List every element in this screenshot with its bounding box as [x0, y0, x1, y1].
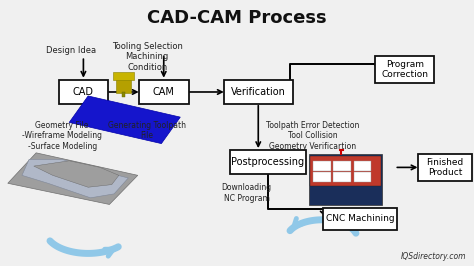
FancyBboxPatch shape	[310, 154, 382, 205]
FancyBboxPatch shape	[313, 160, 330, 171]
Text: CNC Machining: CNC Machining	[326, 214, 394, 223]
Text: Postprocessing: Postprocessing	[231, 157, 304, 167]
Text: Finished
Product: Finished Product	[426, 158, 464, 177]
Text: IQSdirectory.com: IQSdirectory.com	[401, 252, 466, 261]
FancyBboxPatch shape	[354, 172, 371, 182]
Text: CAD-CAM Process: CAD-CAM Process	[147, 9, 327, 27]
FancyBboxPatch shape	[230, 150, 306, 174]
FancyBboxPatch shape	[139, 80, 189, 104]
FancyBboxPatch shape	[375, 56, 434, 83]
Polygon shape	[113, 72, 134, 80]
Text: Downloading
NC Program: Downloading NC Program	[221, 183, 272, 203]
FancyBboxPatch shape	[323, 208, 397, 230]
FancyBboxPatch shape	[333, 172, 351, 182]
Text: Generating Toolpath
File: Generating Toolpath File	[108, 121, 186, 140]
FancyBboxPatch shape	[354, 160, 371, 171]
FancyBboxPatch shape	[59, 80, 108, 104]
FancyBboxPatch shape	[333, 160, 351, 171]
Polygon shape	[122, 92, 125, 97]
Polygon shape	[69, 96, 180, 144]
FancyBboxPatch shape	[224, 80, 292, 104]
FancyBboxPatch shape	[313, 172, 330, 182]
Text: CAD: CAD	[73, 87, 94, 97]
Text: Geometry File
-Wireframe Modeling
-Surface Modeling: Geometry File -Wireframe Modeling -Surfa…	[22, 121, 102, 151]
FancyBboxPatch shape	[310, 156, 381, 186]
Text: Verification: Verification	[231, 87, 286, 97]
Text: Tooling Selection
Machining
Condition: Tooling Selection Machining Condition	[112, 42, 182, 72]
FancyBboxPatch shape	[418, 154, 472, 181]
Polygon shape	[8, 153, 138, 205]
Polygon shape	[22, 159, 128, 198]
Text: Design Idea: Design Idea	[46, 46, 96, 55]
Text: Toolpath Error Detection
Tool Collision
Geometry Verificartion: Toolpath Error Detection Tool Collision …	[266, 121, 359, 151]
Polygon shape	[117, 77, 131, 93]
Text: Program
Correction: Program Correction	[381, 60, 428, 79]
Text: CAM: CAM	[153, 87, 175, 97]
Polygon shape	[34, 161, 119, 187]
